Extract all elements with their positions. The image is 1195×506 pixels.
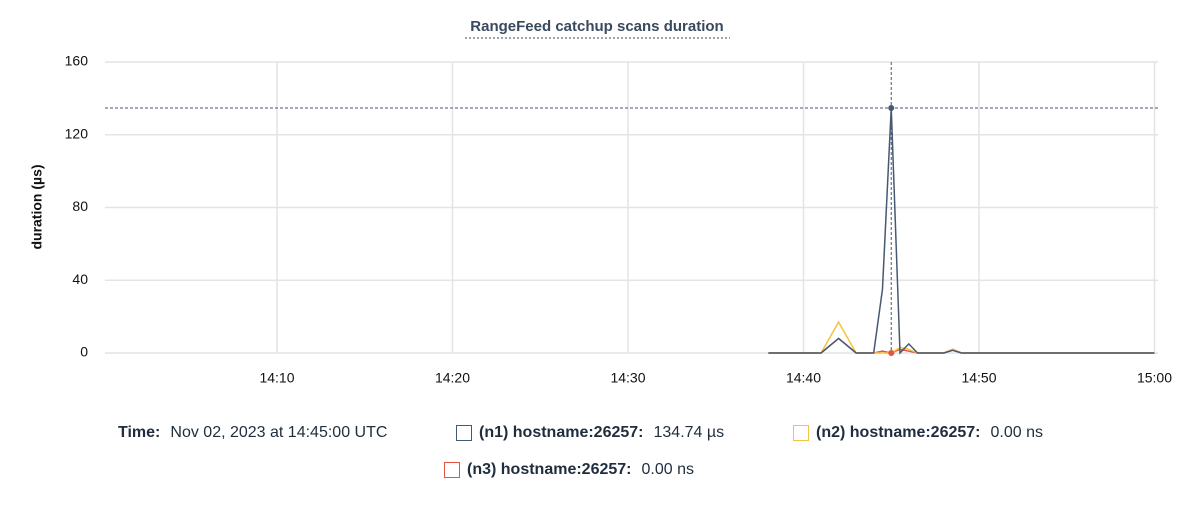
x-tick-label: 14:40 <box>786 370 821 386</box>
y-tick-label: 80 <box>72 198 88 214</box>
legend-name: (n3) hostname:26257: <box>467 461 632 478</box>
hover-point <box>888 104 895 111</box>
legend-item[interactable]: (n2) hostname:26257: 0.00 ns <box>793 424 1043 442</box>
legend-value: 0.00 ns <box>990 424 1043 441</box>
legend-name: (n1) hostname:26257: <box>479 424 644 441</box>
legend-time-label: Time: <box>118 424 161 441</box>
legend-item[interactable]: (n1) hostname:26257: 134.74 µs <box>456 424 724 442</box>
series-line <box>768 107 1155 355</box>
chart-title: RangeFeed catchup scans duration <box>470 18 723 35</box>
hover-point <box>888 350 895 356</box>
legend-time-value: Nov 02, 2023 at 14:45:00 UTC <box>170 424 388 441</box>
y-tick-label: 0 <box>80 344 88 360</box>
x-tick-label: 14:20 <box>435 370 470 386</box>
x-tick-label: 14:50 <box>961 370 996 386</box>
y-tick-label: 120 <box>65 125 89 141</box>
legend-name: (n2) hostname:26257: <box>816 424 981 441</box>
legend-value: 0.00 ns <box>641 461 694 478</box>
legend-time: Time: Nov 02, 2023 at 14:45:00 UTC <box>118 424 387 442</box>
y-tick-label: 160 <box>65 53 89 69</box>
legend-swatch <box>444 462 460 478</box>
y-tick-label: 40 <box>72 271 88 287</box>
series-line <box>768 337 1155 354</box>
x-tick-label: 14:30 <box>610 370 645 386</box>
legend-swatch <box>793 425 809 441</box>
legend-item[interactable]: (n3) hostname:26257: 0.00 ns <box>444 461 694 479</box>
legend-swatch <box>456 425 472 441</box>
x-tick-label: 15:00 <box>1137 370 1172 386</box>
y-axis-label: duration (µs) <box>29 164 45 249</box>
legend-value: 134.74 µs <box>653 424 725 441</box>
x-tick-label: 14:10 <box>259 370 294 386</box>
